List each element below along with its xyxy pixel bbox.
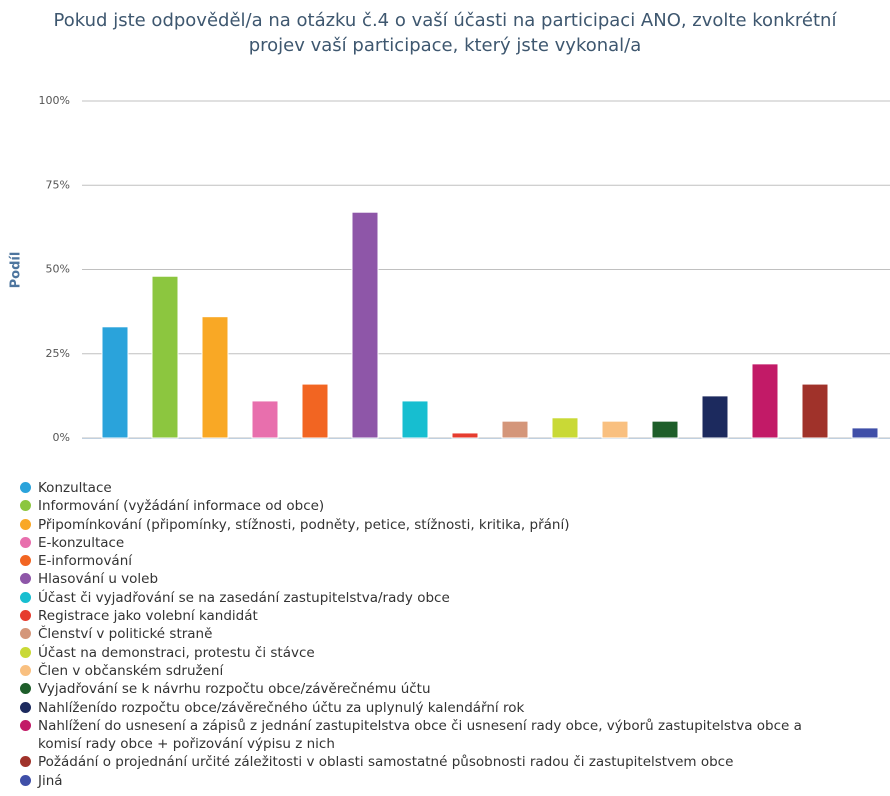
legend-label: Nahlíženído rozpočtu obce/závěrečného úč… [38,699,525,716]
legend-label: Členství v politické straně [38,626,213,643]
bar [201,316,229,439]
bar [751,363,779,439]
legend-item[interactable]: Jiná [18,772,808,790]
legend-symbol [20,756,31,768]
legend-symbol [20,500,31,512]
legend-symbol [20,555,31,567]
bar [601,420,629,439]
bar [101,326,129,439]
legend-label: Nahlížení do usnesení a zápisů z jednání… [38,717,802,753]
legend-label: Člen v občanském sdružení [38,662,224,679]
legend-symbol [20,573,31,585]
legend-item[interactable]: Konzultace [18,479,808,497]
legend-symbol [20,482,31,493]
legend-label: Registrace jako volební kandidát [38,608,258,625]
legend-item[interactable]: Účast na demonstraci, protestu či stávce [18,644,808,662]
legend-item[interactable]: Registrace jako volební kandidát [18,607,808,625]
legend-item[interactable]: E-informování [18,552,808,570]
legend-symbol [20,536,31,548]
chart: Podíl 0% 25% 50% 75% 100% [9,94,890,444]
bar [151,275,179,439]
legend-label: Připomínkování (připomínky, stížnosti, p… [38,516,570,533]
legend-item[interactable]: E-konzultace [18,534,808,552]
legend-label: Účast na demonstraci, protestu či stávce [38,644,315,661]
legend-label: Informování (vyžádání informace od obce) [38,498,325,515]
legend-symbol [20,719,31,731]
bar [351,211,379,439]
legend-item[interactable]: Vyjadřování se k návrhu rozpočtu obce/zá… [18,680,808,698]
legend-label: Konzultace [38,480,112,496]
y-tick-label: 50% [46,263,70,276]
legend-label: Účast či vyjadřování se na zasedání zast… [38,589,450,606]
legend-symbol [20,664,31,676]
legend-item[interactable]: Připomínkování (připomínky, stížnosti, p… [18,516,808,534]
chart-title: Pokud jste odpověděl/a na otázku č.4 o v… [53,10,837,56]
bar [651,420,679,439]
y-tick-label: 100% [39,94,70,107]
legend-symbol [20,610,31,622]
legend-label: E-informování [38,553,133,570]
legend-symbol [20,774,31,786]
bar [801,383,829,439]
y-tick-label: 0% [53,431,70,444]
legend-item[interactable]: Nahlížení do usnesení a zápisů z jednání… [18,717,808,754]
legend-label: Hlasování u voleb [38,571,159,588]
y-tick-label: 25% [46,347,70,360]
legend-symbol [20,591,31,603]
bar [301,383,329,439]
legend-symbol [20,701,31,713]
legend-symbol [20,628,31,640]
y-axis-label: Podíl [9,252,24,289]
y-tick-label: 75% [46,178,70,191]
bar [501,420,529,439]
legend-item[interactable]: Členství v politické straně [18,625,808,643]
legend-item[interactable]: Účast či vyjadřování se na zasedání zast… [18,589,808,607]
legend-symbol [20,683,31,695]
legend-symbol [20,518,31,530]
bar [401,400,429,439]
bar [851,427,879,439]
legend-label: Jiná [38,772,63,789]
bar [701,395,729,439]
bar [451,432,479,439]
bar [551,417,579,439]
legend-label: Vyjadřování se k návrhu rozpočtu obce/zá… [38,681,431,698]
legend-item[interactable]: Hlasování u voleb [18,570,808,588]
legend-symbol [20,646,31,658]
legend-item[interactable]: Informování (vyžádání informace od obce) [18,497,808,515]
legend-item[interactable]: Nahlíženído rozpočtu obce/závěrečného úč… [18,699,808,717]
legend-label: Požádání o projednání určité záležitosti… [38,754,734,771]
legend: Konzultace Informování (vyžádání informac… [18,479,808,790]
legend-item[interactable]: Člen v občanském sdružení [18,662,808,680]
legend-label: E-konzultace [38,534,125,551]
legend-item[interactable]: Požádání o projednání určité záležitosti… [18,753,808,771]
bar [251,400,279,439]
